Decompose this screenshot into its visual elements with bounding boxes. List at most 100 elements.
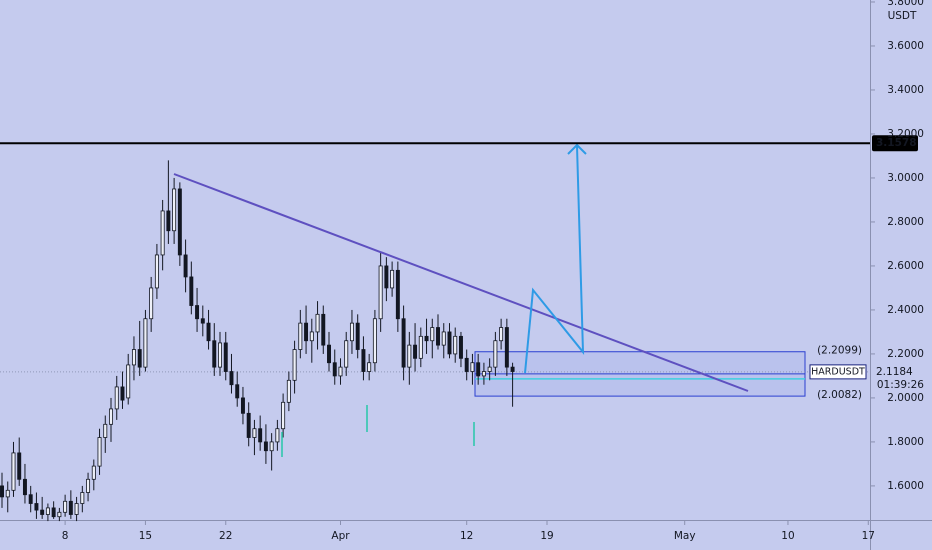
x-tick-label: 8 <box>62 530 69 542</box>
candle-body <box>413 344 418 359</box>
candle-body <box>510 366 515 372</box>
candle-body <box>304 322 309 342</box>
candle-body <box>458 335 463 359</box>
candle-body <box>344 340 349 368</box>
candle-body <box>453 335 458 355</box>
candle-body <box>286 379 291 403</box>
x-tick-label: 15 <box>139 530 152 542</box>
candle-body <box>338 366 343 377</box>
candle-body <box>292 349 297 381</box>
x-tick-label: May <box>674 530 696 542</box>
candle-body <box>436 327 440 346</box>
candle-body <box>0 485 4 498</box>
candle-body <box>103 423 108 438</box>
candle-body <box>263 441 268 452</box>
candle-body <box>430 327 435 342</box>
y-tick-label: 2.0000 <box>887 392 924 404</box>
candle-body <box>298 322 303 350</box>
candle-body <box>395 269 400 320</box>
candle-body <box>63 500 68 513</box>
candle-body <box>315 313 320 333</box>
candle-body <box>355 322 360 350</box>
candle-body <box>246 412 251 438</box>
candle-body <box>143 318 148 368</box>
candle-body <box>200 318 205 324</box>
countdown-label: 01:39:26 <box>877 379 924 391</box>
candle-body <box>378 265 383 320</box>
candle-body <box>327 344 331 364</box>
candle-body <box>28 494 33 504</box>
candle-body <box>45 507 50 515</box>
candle-body <box>499 327 504 342</box>
candle-body <box>384 265 389 289</box>
candle-body <box>332 362 337 377</box>
candle-body <box>470 362 475 372</box>
plot-area <box>0 160 870 522</box>
level-label-bg <box>872 135 918 152</box>
candle-body <box>109 408 113 425</box>
candle-body <box>390 269 395 289</box>
candle-body <box>40 509 45 515</box>
candle-body <box>91 465 96 480</box>
candle-body <box>281 401 286 430</box>
candle-body <box>418 335 423 359</box>
candle-body <box>195 305 200 320</box>
candle-body <box>51 507 56 518</box>
candle-body <box>126 364 131 399</box>
zone-bottom-label: (2.0082) <box>817 389 862 401</box>
candle-body <box>74 503 79 515</box>
candle-body <box>17 452 22 480</box>
candle-body <box>240 397 245 414</box>
trend-line <box>173 173 749 392</box>
candle-body <box>160 210 165 256</box>
candle-body <box>476 362 481 377</box>
candle-body <box>137 349 142 368</box>
candle-body <box>80 492 85 504</box>
candle-body <box>229 371 234 386</box>
candle-body <box>275 428 280 443</box>
x-tick-label: 17 <box>862 530 875 542</box>
candle-body <box>447 331 452 355</box>
candle-body <box>481 371 486 377</box>
candle-body <box>120 386 125 401</box>
candle-body <box>504 327 509 368</box>
candle-body <box>172 188 177 232</box>
candle-body <box>321 313 326 346</box>
candle-body <box>131 349 136 366</box>
candle-body <box>424 335 429 342</box>
candle-body <box>367 362 372 372</box>
candle-body <box>441 331 446 346</box>
y-tick-label: 1.8000 <box>887 436 924 448</box>
y-tick-label: 3.6000 <box>887 40 924 52</box>
y-tick-label: 2.4000 <box>887 304 924 316</box>
candle-body <box>407 344 412 368</box>
candle-body <box>269 441 274 452</box>
candle-body <box>166 210 171 232</box>
candle-body <box>349 322 354 342</box>
symbol-label: HARDUSDT <box>811 366 865 377</box>
candle-body <box>183 254 188 278</box>
candle-body <box>258 428 263 443</box>
candle-body <box>154 254 159 289</box>
candle-body <box>361 349 366 372</box>
candle-body <box>223 342 228 372</box>
candle-body <box>206 322 211 342</box>
price-unit: USDT <box>888 10 917 22</box>
y-tick-label: 2.6000 <box>887 260 924 272</box>
candle-body <box>5 489 10 498</box>
projection-path <box>524 145 585 374</box>
x-tick-label: 19 <box>540 530 553 542</box>
candle-body <box>487 366 492 372</box>
y-tick-label: 3.8000 <box>887 0 924 8</box>
y-tick-label: 3.0000 <box>887 172 924 184</box>
x-tick-label: 22 <box>219 530 232 542</box>
candle-body <box>114 386 119 410</box>
arrow-head <box>567 143 587 155</box>
candle-body <box>86 478 91 493</box>
candle-body <box>309 331 314 342</box>
candle-body <box>464 357 469 372</box>
x-tick-label: 10 <box>781 530 794 542</box>
y-tick-label: 3.2000 <box>887 128 924 140</box>
